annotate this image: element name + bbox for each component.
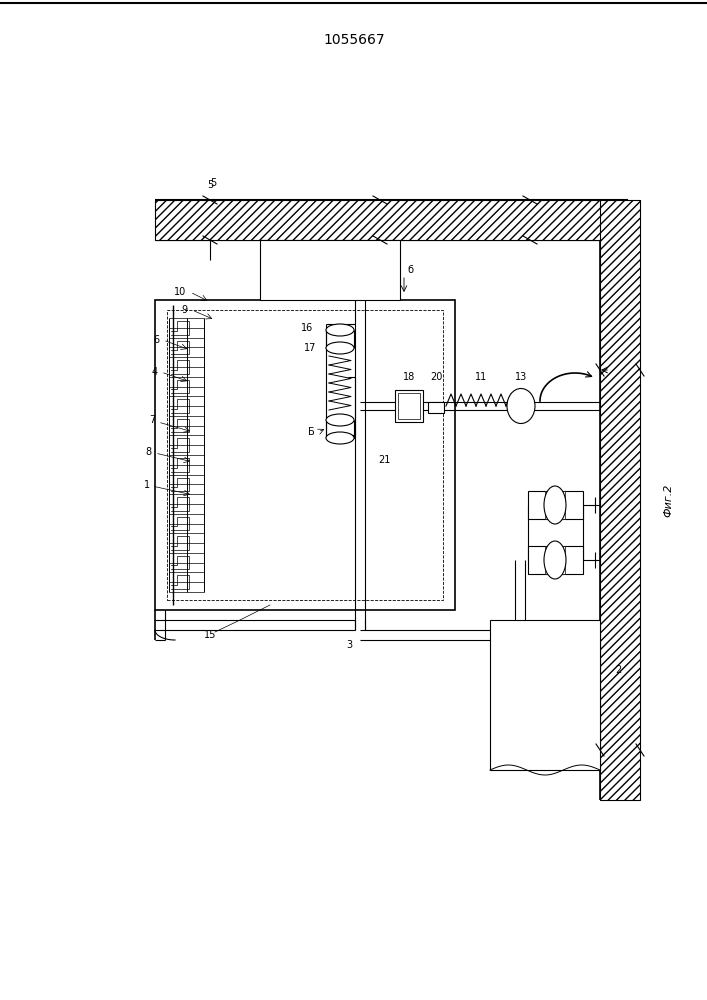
Ellipse shape — [544, 486, 566, 524]
Text: 13: 13 — [515, 372, 527, 382]
Text: 17: 17 — [303, 343, 316, 353]
Text: 9: 9 — [182, 305, 188, 315]
Text: Фиг.2: Фиг.2 — [663, 483, 673, 517]
Text: 3: 3 — [346, 640, 352, 650]
Bar — [600, 200, 640, 800]
Text: 6: 6 — [154, 335, 160, 345]
Text: 20: 20 — [430, 372, 442, 382]
Bar — [545, 491, 565, 519]
Bar — [527, 491, 583, 519]
Text: 5: 5 — [207, 180, 213, 190]
Text: 1055667: 1055667 — [323, 33, 385, 47]
Bar — [490, 620, 600, 770]
Bar — [155, 200, 628, 240]
Text: 7: 7 — [148, 415, 155, 425]
Ellipse shape — [507, 388, 535, 424]
Ellipse shape — [326, 342, 354, 354]
Ellipse shape — [326, 324, 354, 336]
Text: 16: 16 — [300, 323, 313, 333]
Text: 10: 10 — [174, 287, 186, 297]
Bar — [527, 546, 583, 574]
Text: Б: Б — [308, 427, 315, 437]
Bar — [155, 300, 455, 610]
Ellipse shape — [326, 432, 354, 444]
Text: б: б — [407, 265, 413, 275]
Text: 21: 21 — [378, 455, 390, 465]
Text: 4: 4 — [152, 367, 158, 377]
Text: 1: 1 — [144, 480, 150, 490]
Text: 8: 8 — [146, 447, 152, 457]
Text: 15: 15 — [204, 630, 216, 640]
Bar — [395, 390, 423, 422]
Text: 11: 11 — [475, 372, 487, 382]
Bar — [545, 546, 565, 574]
Bar — [398, 393, 420, 419]
Text: 2: 2 — [615, 665, 621, 675]
Ellipse shape — [544, 541, 566, 579]
Bar — [167, 310, 443, 600]
Text: 5: 5 — [210, 178, 216, 188]
Text: 18: 18 — [403, 372, 415, 382]
Ellipse shape — [326, 414, 354, 426]
Bar — [260, 240, 400, 300]
Bar — [428, 402, 444, 413]
